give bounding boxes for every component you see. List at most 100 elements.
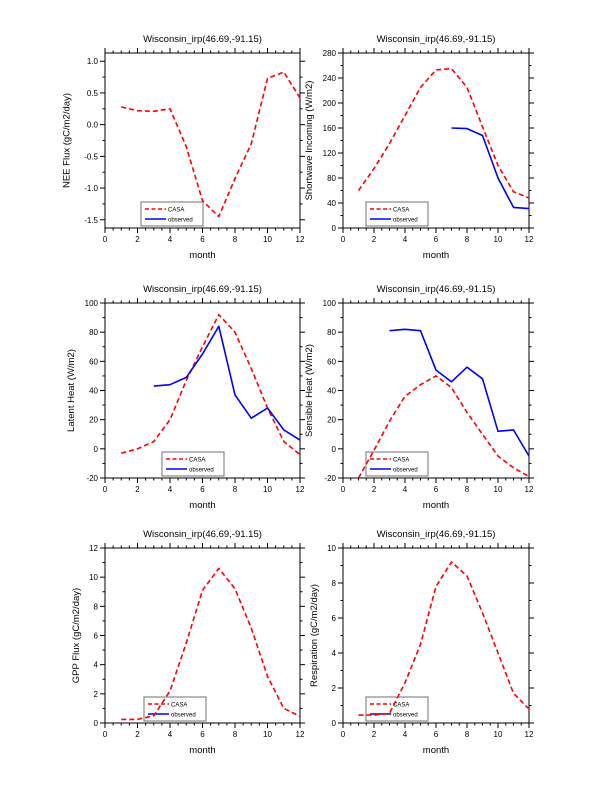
legend-box — [161, 451, 225, 477]
legend-label: observed — [168, 218, 193, 224]
plot-sensible: 0 2 4 6 8 10 12 -20 0 20 40 60 80 100 Wisconsin_irp(46… — [304, 284, 534, 511]
x-tick-label: 2 — [135, 485, 140, 494]
x-tick-label: 12 — [296, 485, 305, 494]
x-tick-label: 10 — [263, 235, 272, 244]
x-tick-label: 2 — [135, 235, 140, 244]
x-axis-label: month — [189, 500, 215, 511]
x-tick-label: 8 — [233, 235, 238, 244]
y-tick-label: 0 — [332, 719, 337, 728]
y-tick-label: 80 — [89, 328, 98, 337]
legend-label: CASA — [171, 703, 187, 709]
legend: CASA observed — [143, 696, 207, 722]
legend-label: observed — [393, 713, 418, 719]
x-tick-label: 4 — [403, 730, 408, 739]
x-tick-label: 0 — [341, 730, 346, 739]
x-tick-label: 10 — [263, 485, 272, 494]
x-ticks — [104, 298, 301, 483]
legend-label: observed — [189, 468, 214, 474]
series-casa — [357, 67, 530, 199]
y-tick-label: 0.5 — [87, 89, 99, 98]
series-casa — [358, 561, 530, 716]
y-axis-label: GPP Flux (gC/m2/day) — [71, 588, 82, 683]
x-axis-label: month — [423, 250, 449, 261]
x-ticks — [342, 48, 530, 233]
x-tick-label: 6 — [200, 235, 205, 244]
legend-label: CASA — [393, 458, 409, 464]
plot-shortwave: 0 2 4 6 8 10 1204080120160200240280Wisconsin_i… — [304, 34, 534, 261]
y-tick-label: 0 — [332, 445, 337, 454]
x-tick-label: 0 — [103, 485, 108, 494]
x-tick-label: 12 — [296, 730, 305, 739]
x-tick-label: 8 — [465, 485, 470, 494]
y-tick-label: 2 — [94, 690, 99, 699]
x-ticks — [342, 298, 530, 483]
y-ticks — [338, 547, 534, 724]
x-tick-label: 12 — [525, 235, 534, 244]
x-axis-label: month — [189, 250, 215, 261]
x-tick-label: 10 — [494, 235, 503, 244]
legend-label: CASA — [168, 208, 184, 214]
y-tick-label: 40 — [327, 387, 336, 396]
x-tick-label: 6 — [434, 485, 439, 494]
legend-label: CASA — [189, 458, 205, 464]
x-tick-label: 4 — [168, 730, 173, 739]
y-tick-label: 40 — [327, 199, 336, 208]
plot-latent: 0 2 4 6 8 10 12 -20 0 20 40 60 80 100 Wisconsin_irp(46… — [66, 284, 305, 511]
legend-box — [365, 451, 429, 477]
x-tick-label: 6 — [200, 485, 205, 494]
plot-title: Wisconsin_irp(46.69,-91.15) — [143, 529, 262, 540]
y-tick-label: 200 — [323, 99, 337, 108]
y-tick-label: 280 — [323, 49, 337, 58]
y-tick-label: 80 — [327, 174, 336, 183]
y-tick-label: 8 — [94, 602, 99, 611]
y-ticks — [100, 60, 305, 221]
x-ticks — [342, 543, 530, 728]
x-tick-label: 2 — [372, 485, 377, 494]
y-tick-label: 6 — [94, 632, 99, 641]
series-casa — [357, 375, 530, 479]
y-tick-label: -0.5 — [84, 152, 98, 161]
y-tick-label: 6 — [332, 614, 337, 623]
x-tick-label: 6 — [434, 730, 439, 739]
series-observed — [451, 127, 530, 210]
x-tick-label: 0 — [103, 235, 108, 244]
x-tick-label: 4 — [168, 235, 173, 244]
legend-label: observed — [393, 468, 418, 474]
legend: CASA observed — [140, 201, 204, 227]
y-tick-label: 20 — [89, 416, 98, 425]
y-tick-label: 10 — [327, 544, 336, 553]
plot-nee: 0 2 4 6 8 10 12 -1.5 -1.0 -0.5 0.0 0.5 1.0 Wisconsin_… — [62, 34, 305, 261]
legend-label: CASA — [393, 703, 409, 709]
y-tick-label: 120 — [323, 149, 337, 158]
y-tick-label: 12 — [89, 544, 98, 553]
series-casa — [121, 313, 301, 456]
x-tick-label: 8 — [465, 730, 470, 739]
series-casa — [121, 567, 301, 721]
y-ticks — [100, 302, 305, 479]
plot-title: Wisconsin_irp(46.69,-91.15) — [377, 34, 496, 45]
x-tick-label: 12 — [296, 235, 305, 244]
x-tick-label: 8 — [233, 485, 238, 494]
y-tick-label: 60 — [89, 357, 98, 366]
y-axis-label: Respiration (gC/m2/day) — [309, 584, 320, 687]
y-tick-label: 10 — [89, 573, 98, 582]
x-axis-label: month — [423, 745, 449, 756]
x-tick-label: 6 — [434, 235, 439, 244]
y-axis-label: NEE Flux (gC/m2/day) — [62, 93, 73, 188]
plot-title: Wisconsin_irp(46.69,-91.15) — [143, 284, 262, 295]
legend: CASA observed — [365, 201, 429, 227]
y-tick-label: -1.5 — [84, 216, 98, 225]
y-tick-label: 0 — [94, 719, 99, 728]
x-tick-label: 8 — [233, 730, 238, 739]
y-tick-label: 20 — [327, 416, 336, 425]
legend: CASA observed — [161, 451, 225, 477]
plot-title: Wisconsin_irp(46.69,-91.15) — [377, 284, 496, 295]
y-tick-label: 4 — [94, 661, 99, 670]
y-axis-label: Sensible Heat (W/m2) — [304, 344, 315, 437]
legend-box — [143, 696, 207, 722]
y-tick-label: 0 — [94, 445, 99, 454]
plot-respiration: 0 2 4 6 8 10 12 0 2 4 6 8 10 Wisconsin_irp(46.69,-91.… — [309, 529, 534, 756]
y-axis-label: Latent Heat (W/m2) — [66, 349, 77, 432]
